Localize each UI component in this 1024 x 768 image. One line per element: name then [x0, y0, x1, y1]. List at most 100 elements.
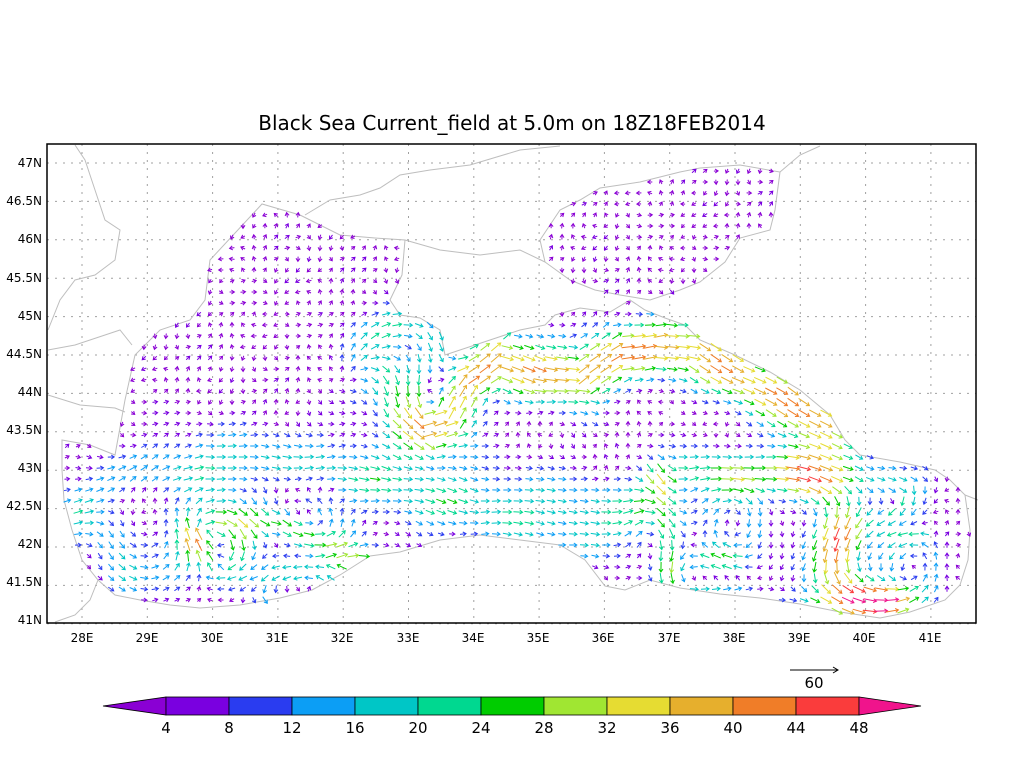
- current-vector: [479, 364, 491, 374]
- current-vector: [558, 476, 567, 482]
- current-vector: [459, 384, 467, 397]
- land-border-romania: [47, 329, 133, 351]
- current-vector: [691, 278, 697, 284]
- current-vector: [632, 333, 646, 339]
- current-vector: [513, 333, 523, 339]
- current-vector: [315, 564, 325, 570]
- current-vector: [414, 407, 424, 420]
- current-vector: [865, 519, 874, 527]
- current-vector: [721, 487, 734, 493]
- current-vector: [656, 508, 666, 517]
- current-vector: [702, 256, 709, 262]
- current-vector: [625, 301, 631, 306]
- current-vector: [207, 366, 212, 372]
- current-vector: [647, 244, 653, 251]
- current-vector: [228, 432, 237, 438]
- current-vector: [282, 454, 293, 460]
- current-vector: [141, 486, 147, 493]
- current-vector: [679, 201, 686, 207]
- current-vector: [778, 498, 787, 504]
- current-vector: [119, 421, 125, 427]
- lon-label-35e: 35E: [527, 631, 550, 645]
- current-vector: [205, 509, 216, 514]
- current-vector: [129, 476, 137, 482]
- current-vector: [262, 388, 268, 394]
- current-vector: [910, 521, 918, 526]
- current-vector: [636, 454, 643, 460]
- current-vector: [658, 289, 664, 295]
- current-vector: [415, 520, 423, 526]
- current-vector: [790, 563, 795, 571]
- current-vector: [713, 410, 720, 416]
- current-vector: [470, 443, 479, 449]
- current-vector: [811, 540, 818, 551]
- current-vector: [305, 498, 313, 504]
- current-vector: [317, 245, 323, 252]
- current-vector: [637, 289, 642, 295]
- current-vector: [162, 575, 170, 581]
- current-vector: [371, 542, 380, 548]
- current-vector: [251, 266, 257, 273]
- current-vector: [315, 531, 326, 537]
- current-vector: [657, 463, 665, 474]
- current-vector: [479, 353, 491, 363]
- current-vector: [645, 520, 656, 526]
- lat-label-42-5n: 42.5N: [6, 499, 42, 513]
- current-vector: [867, 552, 872, 561]
- current-vector: [185, 507, 191, 517]
- current-vector: [885, 597, 900, 603]
- current-vector: [151, 575, 160, 581]
- current-vector: [856, 496, 862, 507]
- current-vector: [944, 585, 950, 592]
- current-vector: [151, 465, 159, 471]
- current-vector: [589, 364, 602, 374]
- current-vector: [614, 453, 620, 460]
- current-vector: [844, 485, 853, 495]
- current-vector: [570, 443, 575, 449]
- current-vector: [746, 519, 752, 528]
- current-vector: [758, 223, 763, 229]
- current-vector: [689, 454, 699, 460]
- current-vector: [757, 211, 763, 218]
- current-vector: [502, 531, 512, 537]
- current-vector: [710, 342, 722, 352]
- current-vector: [471, 408, 477, 418]
- current-vector: [305, 520, 314, 526]
- current-vector: [325, 542, 338, 547]
- current-vector: [349, 498, 358, 504]
- current-vector: [556, 388, 569, 394]
- current-vector: [570, 454, 577, 460]
- current-vector: [425, 442, 436, 450]
- current-vector: [887, 520, 896, 526]
- current-vector: [349, 443, 357, 449]
- current-vector: [524, 498, 535, 504]
- current-vector: [360, 366, 369, 372]
- current-vector: [218, 410, 225, 416]
- current-vector: [413, 419, 425, 430]
- current-vector: [459, 407, 467, 419]
- current-vector: [448, 375, 456, 384]
- current-vector: [491, 509, 502, 515]
- current-vector: [336, 563, 347, 570]
- current-vector: [601, 388, 611, 394]
- current-vector: [480, 509, 491, 515]
- current-vector: [767, 443, 776, 449]
- current-vector: [118, 454, 127, 460]
- current-vector: [537, 410, 544, 416]
- current-vector: [174, 507, 180, 516]
- current-vector: [361, 289, 367, 294]
- current-vector: [274, 300, 279, 306]
- current-vector: [317, 377, 323, 383]
- current-vector: [162, 454, 170, 460]
- current-vector: [833, 571, 841, 585]
- current-vector: [262, 344, 268, 350]
- current-vector: [482, 421, 488, 427]
- current-vector: [196, 334, 202, 339]
- current-vector: [174, 432, 181, 437]
- current-vector: [273, 585, 279, 594]
- current-vector: [361, 256, 367, 262]
- current-vector: [743, 399, 755, 406]
- current-vector: [229, 311, 235, 317]
- current-vector: [504, 421, 510, 427]
- current-vector: [173, 454, 182, 459]
